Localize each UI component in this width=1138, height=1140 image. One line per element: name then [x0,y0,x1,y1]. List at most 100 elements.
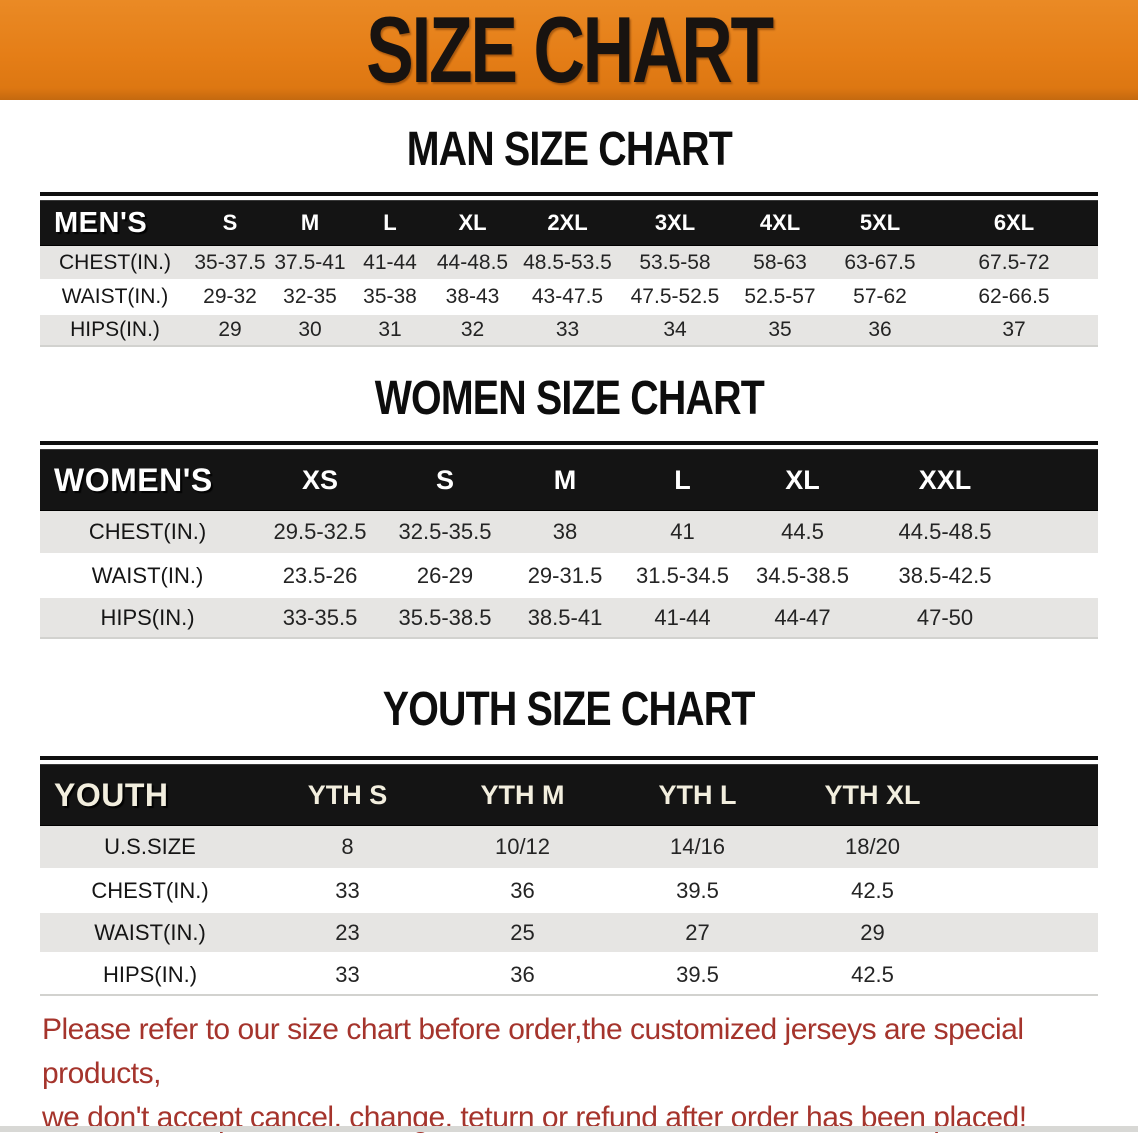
size-cell: 29-32 [190,279,270,312]
size-cell: 35-38 [350,279,430,312]
size-cell: 31.5-34.5 [625,553,740,595]
section-heading-women: WOMEN SIZE CHART [40,371,1098,427]
row-label: WAIST(IN.) [40,910,260,952]
header-row: YOUTH YTH S YTH M YTH L YTH XL [40,764,1098,826]
size-cell: 41-44 [625,595,740,637]
footer-note: Please refer to our size chart before or… [0,1008,1138,1140]
size-cell: 35-37.5 [190,246,270,279]
size-chart-sections: MAN SIZE CHART MEN'S S M L XL 2XL 3XL 4XL 5XL 6XL C… [0,122,1138,996]
section-heading-youth: YOUTH SIZE CHART [40,682,1098,738]
table-row: U.S.SIZE 8 10/12 14/16 18/20 [40,826,1098,868]
size-cell: 35.5-38.5 [385,595,505,637]
size-cell: 38.5-41 [505,595,625,637]
spacer-cell [1025,553,1098,595]
spacer-cell [960,764,1098,826]
size-cell: 58-63 [730,246,830,279]
size-cell: 26-29 [385,553,505,595]
size-cell: 34.5-38.5 [740,553,865,595]
column-header: M [270,200,350,246]
size-cell: 44-48.5 [430,246,515,279]
table-row: CHEST(IN.) 35-37.5 37.5-41 41-44 44-48.5 48.5… [40,246,1098,279]
size-cell: 44-47 [740,595,865,637]
size-table-women: WOMEN'S XS S M L XL XXL CHEST(IN.) 29.5-32.5 32.5… [40,441,1098,639]
size-cell: 29 [190,312,270,345]
size-cell: 52.5-57 [730,279,830,312]
size-cell: 42.5 [785,868,960,910]
size-cell: 29 [785,910,960,952]
column-header: YTH M [435,764,610,826]
footer-line-1: Please refer to our size chart before or… [42,1013,1024,1090]
row-label: CHEST(IN.) [40,868,260,910]
size-cell: 48.5-53.5 [515,246,620,279]
size-cell: 38 [505,511,625,553]
column-header: XL [430,200,515,246]
spacer-cell [960,952,1098,994]
size-cell: 37 [930,312,1098,345]
table-group-label: WOMEN'S [40,449,255,511]
column-header: YTH L [610,764,785,826]
size-table-youth: YOUTH YTH S YTH M YTH L YTH XL U.S.SIZE 8 10/12… [40,756,1098,996]
column-header: 2XL [515,200,620,246]
size-table-men: MEN'S S M L XL 2XL 3XL 4XL 5XL 6XL CHEST(IN.) 35-37… [40,192,1098,347]
size-cell: 36 [435,952,610,994]
size-cell: 47-50 [865,595,1025,637]
size-cell: 67.5-72 [930,246,1098,279]
section-heading-text: WOMEN SIZE CHART [374,372,764,425]
spacer-cell [960,826,1098,868]
size-cell: 38-43 [430,279,515,312]
column-header: 4XL [730,200,830,246]
size-cell: 31 [350,312,430,345]
size-cell: 33-35.5 [255,595,385,637]
banner: SIZE CHART [0,0,1138,100]
column-header: 3XL [620,200,730,246]
column-header: S [190,200,270,246]
table-group-label: YOUTH [40,764,260,826]
row-label: WAIST(IN.) [40,279,190,312]
size-cell: 47.5-52.5 [620,279,730,312]
size-cell: 36 [435,868,610,910]
row-label: WAIST(IN.) [40,553,255,595]
column-header: XXL [865,449,1025,511]
table-row: WAIST(IN.) 23.5-26 26-29 29-31.5 31.5-34.5 34… [40,553,1098,595]
size-cell: 35 [730,312,830,345]
table-row: WAIST(IN.) 29-32 32-35 35-38 38-43 43-47.5 47.… [40,279,1098,312]
size-cell: 32 [430,312,515,345]
section-heading-text: MAN SIZE CHART [406,123,732,176]
column-header: M [505,449,625,511]
size-cell: 42.5 [785,952,960,994]
size-cell: 37.5-41 [270,246,350,279]
size-cell: 39.5 [610,952,785,994]
size-cell: 14/16 [610,826,785,868]
column-header: XS [255,449,385,511]
table-row: CHEST(IN.) 29.5-32.5 32.5-35.5 38 41 44.5 44.5… [40,511,1098,553]
column-header: 6XL [930,200,1098,246]
size-cell: 10/12 [435,826,610,868]
bottom-strip [0,1126,1138,1132]
row-label: CHEST(IN.) [40,511,255,553]
column-header: L [350,200,430,246]
row-label: HIPS(IN.) [40,312,190,345]
column-header: L [625,449,740,511]
table-row: HIPS(IN.) 33 36 39.5 42.5 [40,952,1098,994]
size-cell: 44.5 [740,511,865,553]
spacer-cell [1025,511,1098,553]
table-row: HIPS(IN.) 29 30 31 32 33 34 35 36 37 [40,312,1098,345]
size-cell: 8 [260,826,435,868]
spacer-cell [1025,595,1098,637]
size-cell: 34 [620,312,730,345]
column-header: YTH S [260,764,435,826]
page-title: SIZE CHART [366,0,774,102]
size-cell: 23.5-26 [255,553,385,595]
size-cell: 25 [435,910,610,952]
size-cell: 23 [260,910,435,952]
header-row: MEN'S S M L XL 2XL 3XL 4XL 5XL 6XL [40,200,1098,246]
table-group-label: MEN'S [40,200,190,246]
spacer-cell [960,868,1098,910]
column-header: XL [740,449,865,511]
size-cell: 57-62 [830,279,930,312]
column-header: YTH XL [785,764,960,826]
size-cell: 41-44 [350,246,430,279]
size-cell: 39.5 [610,868,785,910]
header-row: WOMEN'S XS S M L XL XXL [40,449,1098,511]
size-cell: 18/20 [785,826,960,868]
